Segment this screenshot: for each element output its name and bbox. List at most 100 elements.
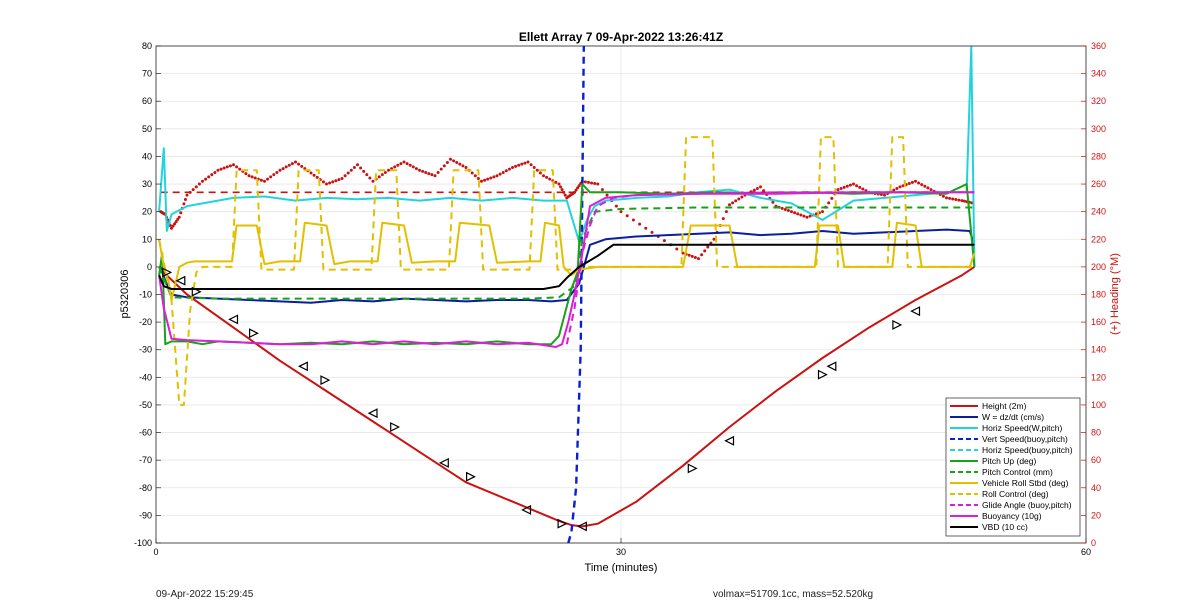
heading-point xyxy=(427,172,431,176)
heading-point xyxy=(461,164,465,168)
heading-point xyxy=(421,169,425,173)
heading-point xyxy=(343,174,347,178)
heading-point xyxy=(923,184,927,188)
heading-point xyxy=(424,170,428,174)
y-tick-label: -30 xyxy=(139,345,152,355)
y2-tick-label: 80 xyxy=(1091,428,1101,438)
y-axis-label: p5320306 xyxy=(119,270,131,319)
heading-point xyxy=(759,185,762,189)
heading-point xyxy=(830,196,834,200)
heading-point xyxy=(914,179,917,183)
heading-point xyxy=(486,177,490,181)
heading-point xyxy=(216,168,220,172)
heading-point xyxy=(559,185,563,189)
heading-point xyxy=(962,199,966,203)
heading-point xyxy=(573,190,576,194)
heading-point xyxy=(855,184,859,188)
heading-point xyxy=(805,215,809,219)
legend-label: Glide Angle (buoy,pitch) xyxy=(982,500,1072,510)
heading-point xyxy=(402,160,406,164)
heading-point xyxy=(176,217,180,221)
heading-point xyxy=(247,174,251,178)
heading-point xyxy=(577,184,581,188)
heading-point xyxy=(576,186,580,190)
heading-point xyxy=(511,165,514,169)
heading-point xyxy=(362,169,366,173)
y-tick-label: -10 xyxy=(139,290,152,300)
heading-point xyxy=(411,165,415,169)
x-tick-label: 60 xyxy=(1081,547,1091,557)
heading-point xyxy=(771,200,775,204)
legend: Height (2m)W = dz/dt (cm/s)Horiz Speed(W… xyxy=(945,397,1081,537)
heading-point xyxy=(693,256,697,260)
heading-point xyxy=(799,213,803,217)
heading-point xyxy=(287,163,291,167)
heading-point xyxy=(177,215,181,219)
heading-point xyxy=(442,164,446,168)
heading-point xyxy=(228,164,232,168)
heading-point xyxy=(808,214,812,218)
height-marker xyxy=(892,319,903,330)
heading-point xyxy=(470,171,474,175)
heading-point xyxy=(464,165,468,169)
heading-point xyxy=(535,168,539,172)
heading-point xyxy=(907,182,911,186)
heading-point xyxy=(210,173,214,177)
heading-point xyxy=(235,165,239,169)
heading-point xyxy=(721,217,725,221)
height-marker xyxy=(390,422,401,432)
heading-point xyxy=(948,196,952,200)
heading-point xyxy=(538,171,542,175)
y2-tick-label: 140 xyxy=(1091,345,1106,355)
x-axis-label: Time (minutes) xyxy=(585,562,658,574)
height-marker xyxy=(817,369,828,380)
heading-point xyxy=(605,193,609,197)
height-marker xyxy=(521,504,532,515)
heading-point xyxy=(171,224,175,228)
series-line-7 xyxy=(158,221,976,301)
heading-point xyxy=(562,190,566,194)
heading-point xyxy=(315,175,319,179)
heading-point xyxy=(179,211,183,215)
heading-point xyxy=(445,161,449,165)
heading-point xyxy=(697,257,700,261)
heading-point xyxy=(439,167,443,171)
heading-point xyxy=(204,177,208,181)
y2-tick-label: 160 xyxy=(1091,317,1106,327)
heading-point xyxy=(892,188,896,192)
heading-point xyxy=(700,253,704,257)
series-line-1 xyxy=(159,228,976,304)
series-line-8 xyxy=(158,136,975,406)
legend-label: Horiz Speed(buoy,pitch) xyxy=(982,445,1073,455)
heading-point xyxy=(560,188,564,192)
heading-point xyxy=(275,170,279,174)
x-tick-label: 0 xyxy=(153,547,158,557)
heading-point xyxy=(399,162,403,166)
heading-point xyxy=(480,179,483,183)
heading-point xyxy=(596,182,600,186)
heading-point xyxy=(574,188,578,192)
heading-point xyxy=(207,175,211,179)
heading-point xyxy=(359,166,363,170)
heading-point xyxy=(586,180,590,184)
y-tick-label: 80 xyxy=(142,41,152,51)
heading-point xyxy=(337,178,341,182)
heading-point xyxy=(371,179,375,183)
heading-point xyxy=(170,226,173,230)
legend-label: W = dz/dt (cm/s) xyxy=(982,412,1044,422)
heading-point xyxy=(213,170,217,174)
heading-point xyxy=(752,188,756,192)
heading-point xyxy=(352,165,356,169)
heading-point xyxy=(951,197,955,201)
heading-point xyxy=(724,210,728,214)
heading-point xyxy=(790,210,793,214)
y-tick-label: -80 xyxy=(139,483,152,493)
heading-point xyxy=(960,199,964,203)
legend-label: VBD (10 cc) xyxy=(982,522,1028,532)
heading-point xyxy=(614,204,618,208)
height-marker xyxy=(175,275,186,286)
heading-point xyxy=(278,168,282,172)
heading-point xyxy=(174,220,178,224)
heading-point xyxy=(517,163,521,167)
heading-point xyxy=(625,214,629,218)
